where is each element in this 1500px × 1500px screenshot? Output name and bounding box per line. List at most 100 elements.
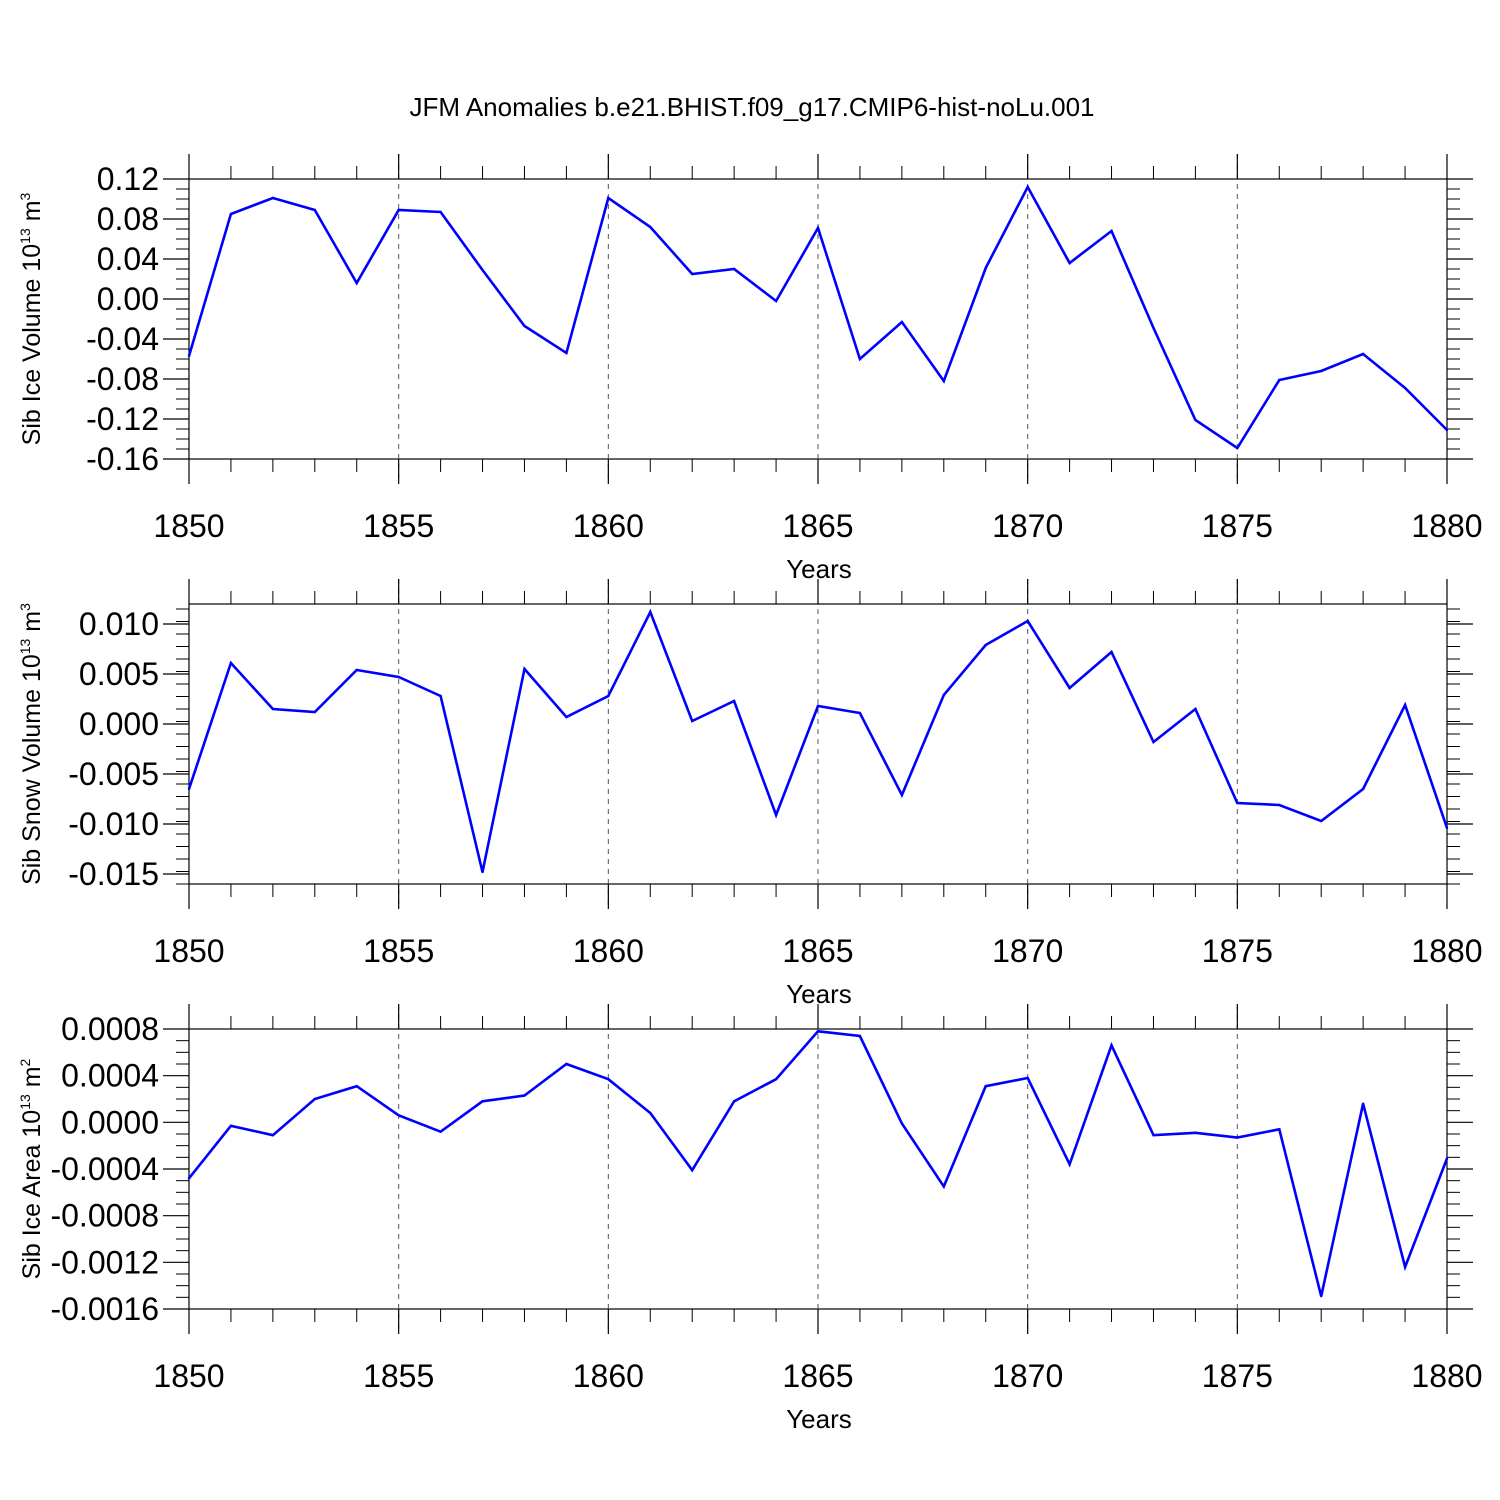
y-axis-label-exponent: 13 [17, 228, 33, 244]
data-point [1236, 801, 1239, 805]
data-point [816, 1030, 820, 1033]
y-axis-label: Sib Snow Volume 1013 m3 [17, 603, 46, 885]
y-tick-label: 0.08 [97, 201, 159, 237]
data-point [1110, 229, 1113, 233]
y-tick-label: -0.0004 [50, 1151, 159, 1187]
data-point [1445, 1157, 1449, 1160]
y-tick-label: 0.005 [79, 656, 159, 692]
y-axis-label-text: Sib Ice Volume 10 [18, 244, 46, 446]
data-point [607, 694, 610, 698]
y-tick-label: 0.0004 [61, 1058, 159, 1094]
x-tick-label: 1855 [363, 508, 434, 544]
data-point [1445, 428, 1449, 432]
data-point [1194, 707, 1197, 711]
x-tick-label: 1880 [1411, 933, 1482, 969]
y-tick-label: 0.12 [97, 161, 159, 197]
data-point [1110, 650, 1113, 654]
x-tick-label: 1875 [1202, 933, 1273, 969]
data-point [1403, 1265, 1407, 1269]
data-point [565, 715, 568, 719]
data-point [271, 1133, 275, 1137]
data-point [1445, 826, 1449, 830]
data-point [774, 813, 778, 817]
data-point [481, 268, 484, 272]
y-axis-label-text: Sib Snow Volume 10 [18, 654, 46, 885]
data-point [858, 711, 862, 715]
x-tick-label: 1875 [1202, 1358, 1273, 1394]
y-axis-label-unit: m [18, 1066, 46, 1094]
data-point [439, 210, 442, 214]
x-tick-label: 1880 [1411, 508, 1482, 544]
data-point [439, 1130, 442, 1133]
data-point [900, 320, 904, 324]
data-point [732, 699, 736, 703]
data-point [1278, 378, 1281, 382]
y-axis-label-exponent: 13 [17, 1094, 33, 1110]
data-point [1403, 386, 1407, 390]
data-point [397, 208, 400, 212]
data-point [1152, 326, 1155, 330]
data-point [187, 354, 191, 358]
x-tick-label: 1850 [153, 1358, 224, 1394]
data-point [1152, 1133, 1155, 1137]
y-axis-label: Sib Ice Area 1013 m2 [17, 1058, 46, 1279]
y-tick-label: 0.000 [79, 706, 159, 742]
data-point [229, 212, 233, 216]
data-point [1110, 1044, 1113, 1047]
data-point [649, 610, 652, 614]
x-tick-label: 1860 [573, 933, 644, 969]
data-point [1026, 619, 1029, 623]
y-axis-label-unit-exponent: 3 [17, 603, 33, 611]
data-point [523, 324, 526, 328]
y-tick-label: -0.0008 [50, 1198, 159, 1234]
y-axis-label-unit: m [18, 611, 46, 639]
y-tick-label: 0.00 [97, 281, 159, 317]
y-tick-label: -0.04 [86, 321, 159, 357]
data-point [355, 1084, 358, 1088]
y-tick-label: -0.16 [86, 441, 159, 477]
data-point [900, 793, 904, 797]
data-point [1152, 740, 1155, 744]
y-tick-label: -0.08 [86, 361, 159, 397]
x-tick-label: 1880 [1411, 1358, 1482, 1394]
data-point [984, 266, 987, 270]
data-point [774, 1077, 778, 1081]
data-point [1026, 1076, 1029, 1080]
x-tick-label: 1865 [782, 508, 853, 544]
panel-1: 1850 1855 1860 1865 1870 1875 1880 Years 0.12 0.0… [17, 154, 1483, 584]
x-tick-label: 1855 [363, 933, 434, 969]
data-point [1278, 1128, 1281, 1131]
x-tick-label: 1870 [992, 1358, 1063, 1394]
y-axis-label-unit-exponent: 2 [17, 1058, 33, 1066]
data-point [1236, 1136, 1239, 1139]
x-tick-label: 1870 [992, 508, 1063, 544]
panel-3: 1850 1855 1860 1865 1870 1875 1880 Years 0.0008 0… [17, 1004, 1483, 1434]
data-point [523, 667, 526, 671]
data-point [607, 1077, 610, 1081]
data-point [691, 719, 694, 723]
data-point [187, 1177, 191, 1180]
data-point [397, 1114, 400, 1117]
data-point [984, 643, 987, 647]
data-point [607, 196, 610, 200]
data-point [1236, 446, 1239, 450]
data-point [1320, 819, 1323, 823]
data-point [816, 704, 820, 708]
data-point [1068, 1163, 1071, 1166]
y-tick-label: 0.0008 [61, 1011, 159, 1047]
x-tick-label: 1865 [782, 1358, 853, 1394]
panel-2: 1850 1855 1860 1865 1870 1875 1880 Years 0.010 0.… [17, 579, 1483, 1009]
data-point [1194, 418, 1197, 422]
data-point [355, 281, 358, 285]
data-point [481, 1100, 484, 1103]
x-tick-label: 1850 [153, 933, 224, 969]
x-tick-label: 1875 [1202, 508, 1273, 544]
data-point [1320, 1294, 1323, 1298]
x-tick-label: 1865 [782, 933, 853, 969]
x-tick-label: 1860 [573, 1358, 644, 1394]
data-point [1068, 686, 1071, 690]
data-point [1361, 787, 1365, 791]
chart-title: JFM Anomalies b.e21.BHIST.f09_g17.CMIP6-… [409, 92, 1094, 122]
y-axis-label-unit: m [18, 200, 46, 228]
